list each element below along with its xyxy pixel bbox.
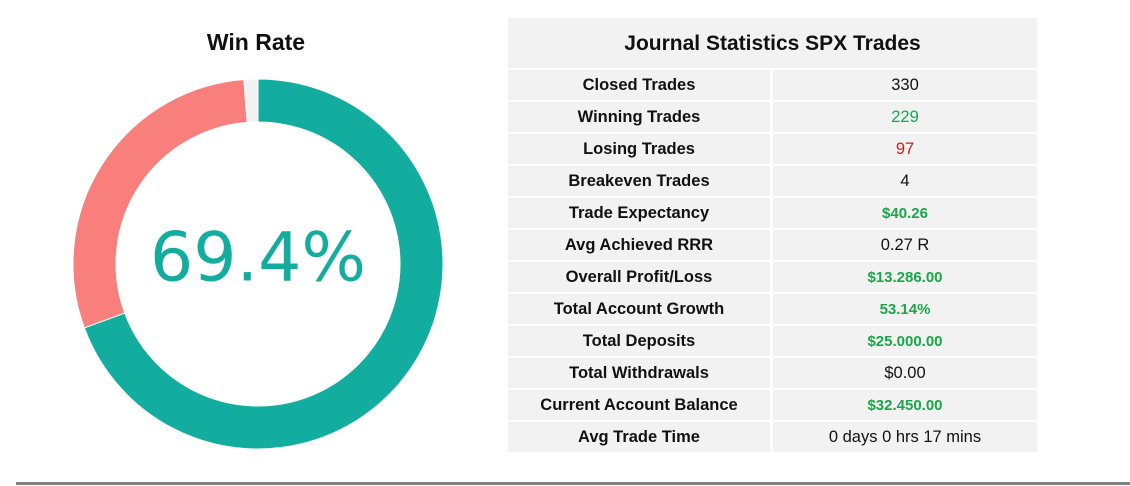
stats-label: Total Withdrawals	[508, 356, 773, 389]
donut-slices	[72, 78, 444, 450]
stats-value: 4	[771, 164, 1037, 197]
stats-label: Winning Trades	[508, 100, 773, 133]
stats-row-avg-trade-time: Avg Trade Time 0 days 0 hrs 17 mins	[508, 420, 1037, 452]
stats-value: $32.450.00	[771, 388, 1037, 421]
stats-label: Closed Trades	[508, 68, 773, 101]
bottom-divider	[16, 482, 1130, 485]
journal-statistics-panel: Journal Statistics SPX Trades Closed Tra…	[508, 18, 1037, 452]
win-rate-title: Win Rate	[206, 29, 306, 55]
stats-row-current-account-balance: Current Account Balance $32.450.00	[508, 388, 1037, 421]
journal-statistics-table: Closed Trades 330 Winning Trades 229 Los…	[508, 68, 1037, 452]
stats-value: $40.26	[771, 196, 1037, 229]
stats-row-total-deposits: Total Deposits $25.000.00	[508, 324, 1037, 357]
stats-label: Total Account Growth	[508, 292, 773, 325]
stats-label: Avg Achieved RRR	[508, 228, 773, 261]
win-rate-donut-chart: 69.4%	[72, 78, 444, 450]
stats-label: Total Deposits	[508, 324, 773, 357]
stats-value: 330	[771, 68, 1037, 101]
stats-label: Current Account Balance	[508, 388, 773, 421]
stats-row-total-withdrawals: Total Withdrawals $0.00	[508, 356, 1037, 389]
stats-row-total-account-growth: Total Account Growth 53.14%	[508, 292, 1037, 325]
stats-row-closed-trades: Closed Trades 330	[508, 68, 1037, 101]
stats-label: Overall Profit/Loss	[508, 260, 773, 293]
stats-label: Breakeven Trades	[508, 164, 773, 197]
donut-slice-winning-trades	[83, 78, 444, 450]
win-rate-percentage: 69.4%	[150, 219, 366, 298]
stats-label: Trade Expectancy	[508, 196, 773, 229]
stats-value: $0.00	[771, 356, 1037, 389]
stats-value: 0 days 0 hrs 17 mins	[771, 420, 1037, 452]
stats-row-trade-expectancy: Trade Expectancy $40.26	[508, 196, 1037, 229]
stats-row-winning-trades: Winning Trades 229	[508, 100, 1037, 133]
stats-row-breakeven-trades: Breakeven Trades 4	[508, 164, 1037, 197]
stats-label: Losing Trades	[508, 132, 773, 165]
stats-value: 0.27 R	[771, 228, 1037, 261]
stats-row-avg-achieved-rrr: Avg Achieved RRR 0.27 R	[508, 228, 1037, 261]
stats-row-losing-trades: Losing Trades 97	[508, 132, 1037, 165]
stats-value: 97	[771, 132, 1037, 165]
stats-value: 229	[771, 100, 1037, 133]
stats-value: $13.286.00	[771, 260, 1037, 293]
stats-value: 53.14%	[771, 292, 1037, 325]
donut-slice-breakeven-trades	[243, 78, 259, 123]
stats-label: Avg Trade Time	[508, 420, 773, 452]
stats-value: $25.000.00	[771, 324, 1037, 357]
journal-statistics-title: Journal Statistics SPX Trades	[624, 32, 921, 55]
stats-row-overall-profit-loss: Overall Profit/Loss $13.286.00	[508, 260, 1037, 293]
